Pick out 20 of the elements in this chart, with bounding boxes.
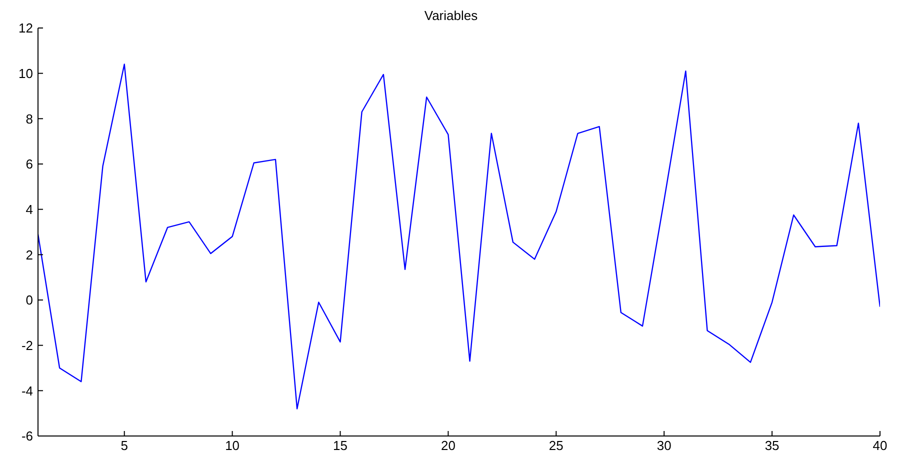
y-tick-label: -2 bbox=[21, 338, 33, 353]
x-tick-label: 15 bbox=[333, 438, 348, 454]
chart-title: Variables bbox=[424, 8, 478, 23]
y-tick-label: 6 bbox=[26, 156, 33, 172]
x-tick-label: 35 bbox=[764, 438, 780, 454]
x-tick-label: 25 bbox=[548, 438, 564, 454]
x-tick-label: 30 bbox=[656, 438, 672, 454]
y-tick-label: -4 bbox=[21, 383, 33, 398]
y-tick-label: -6 bbox=[21, 428, 33, 444]
y-tick-label: 12 bbox=[18, 20, 33, 36]
x-tick-label: 5 bbox=[120, 438, 128, 454]
y-tick-label: 2 bbox=[26, 247, 33, 262]
x-tick-label: 20 bbox=[440, 438, 456, 454]
x-tick-label: 10 bbox=[225, 438, 240, 454]
y-tick-label: 8 bbox=[26, 111, 33, 126]
y-tick-label: 4 bbox=[26, 202, 33, 217]
y-tick-label: 0 bbox=[26, 292, 33, 308]
line-series bbox=[38, 64, 880, 410]
x-tick-label: 40 bbox=[872, 438, 888, 454]
y-tick-label: 10 bbox=[18, 66, 33, 81]
